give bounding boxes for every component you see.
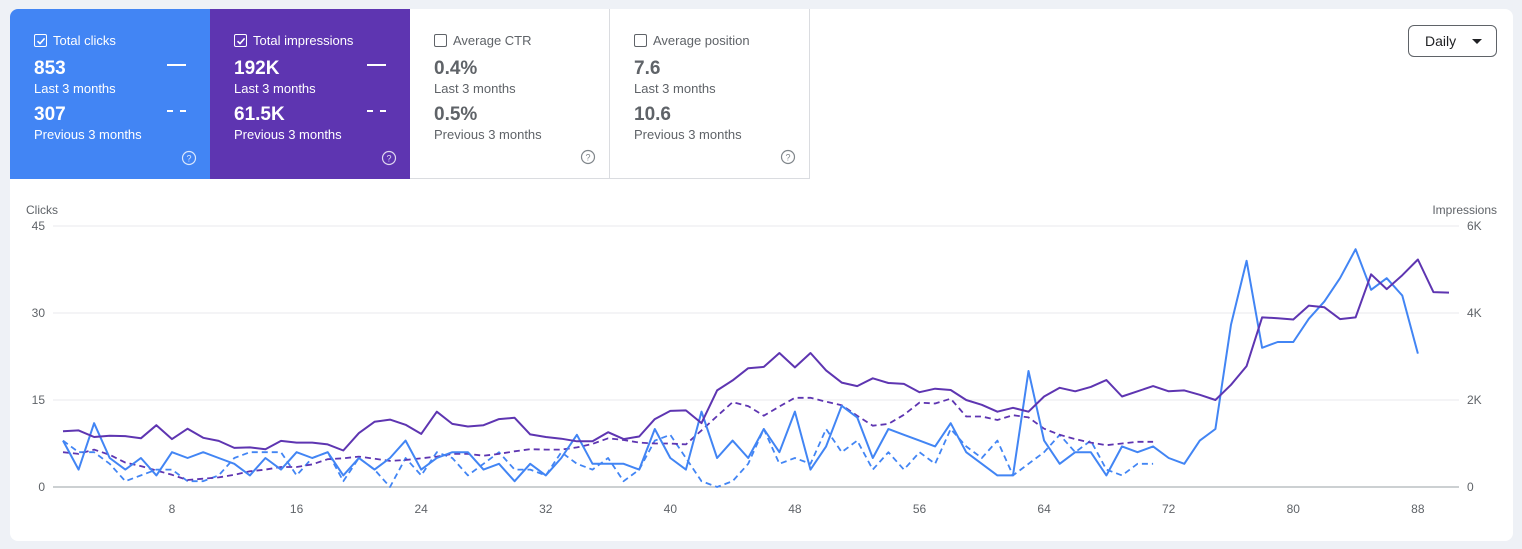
help-circle-icon[interactable]: ? bbox=[381, 150, 397, 166]
total-impressions-tab[interactable]: Total impressions 192K Last 3 months 61.… bbox=[210, 9, 410, 179]
help-circle-icon[interactable]: ? bbox=[780, 149, 796, 165]
help-circle-icon[interactable]: ? bbox=[181, 150, 197, 166]
x-tick-label: 80 bbox=[1287, 502, 1301, 516]
metric-period-previous: Previous 3 months bbox=[234, 127, 342, 142]
metric-value-previous: 10.6 bbox=[634, 104, 671, 125]
metric-label: Total impressions bbox=[253, 33, 354, 48]
metric-label: Average position bbox=[653, 33, 750, 48]
y-tick-label-left: 45 bbox=[32, 219, 46, 233]
metric-period-previous: Previous 3 months bbox=[434, 127, 542, 142]
metric-label: Average CTR bbox=[453, 33, 532, 48]
performance-card: Total clicks 853 Last 3 months 307 Previ… bbox=[10, 9, 1513, 541]
checkmark-icon bbox=[236, 37, 245, 45]
average-ctr-tab[interactable]: Average CTR 0.4% Last 3 months 0.5% Prev… bbox=[410, 9, 610, 179]
metric-period-current: Last 3 months bbox=[34, 81, 116, 96]
y-tick-label-left: 30 bbox=[32, 306, 46, 320]
y-tick-label-right: 6K bbox=[1467, 219, 1482, 233]
caret-down-icon bbox=[1472, 39, 1482, 44]
average-position-tab[interactable]: Average position 7.6 Last 3 months 10.6 … bbox=[610, 9, 810, 179]
metric-period-previous: Previous 3 months bbox=[634, 127, 742, 142]
metric-value-previous: 307 bbox=[34, 104, 66, 125]
svg-text:?: ? bbox=[785, 153, 790, 163]
x-tick-label: 32 bbox=[539, 502, 553, 516]
x-tick-label: 72 bbox=[1162, 502, 1176, 516]
metric-period-current: Last 3 months bbox=[434, 81, 516, 96]
metric-period-current: Last 3 months bbox=[634, 81, 716, 96]
y-tick-label-left: 0 bbox=[38, 480, 45, 494]
x-tick-label: 40 bbox=[664, 502, 678, 516]
metric-value-previous: 0.5% bbox=[434, 104, 478, 125]
x-tick-label: 64 bbox=[1037, 502, 1051, 516]
x-tick-label: 48 bbox=[788, 502, 802, 516]
svg-text:?: ? bbox=[186, 154, 191, 164]
checkbox-unchecked-icon[interactable] bbox=[434, 34, 447, 47]
checkbox-unchecked-icon[interactable] bbox=[634, 34, 647, 47]
y-tick-label-left: 15 bbox=[32, 393, 46, 407]
checkmark-icon bbox=[36, 37, 45, 45]
y-tick-label-right: 2K bbox=[1467, 393, 1482, 407]
help-circle-icon[interactable]: ? bbox=[580, 149, 596, 165]
svg-text:?: ? bbox=[585, 153, 590, 163]
series-line-total-clicks bbox=[62, 248, 1419, 483]
y-tick-label-right: 4K bbox=[1467, 306, 1482, 320]
metric-value-current: 0.4% bbox=[434, 58, 478, 79]
y-axis-title-left: Clicks bbox=[26, 203, 58, 217]
metric-value-previous: 61.5K bbox=[234, 104, 285, 125]
period-select[interactable]: Daily bbox=[1408, 25, 1497, 57]
x-tick-label: 8 bbox=[169, 502, 176, 516]
metric-tabs: Total clicks 853 Last 3 months 307 Previ… bbox=[10, 9, 810, 179]
solid-line-legend-icon bbox=[167, 64, 186, 66]
series-line-impressions-previous-period bbox=[62, 396, 1154, 481]
x-tick-label: 16 bbox=[290, 502, 304, 516]
series-line-clicks-previous-period bbox=[62, 428, 1154, 488]
checkbox-checked-icon[interactable] bbox=[34, 34, 47, 47]
y-tick-label-right: 0 bbox=[1467, 480, 1474, 494]
period-select-value: Daily bbox=[1425, 33, 1457, 49]
dashed-line-legend-icon bbox=[367, 110, 386, 112]
metric-label: Total clicks bbox=[53, 33, 116, 48]
performance-chart: 0 0 15 2K 30 4K 45 6K Clicks Impressions 8 16 24 32 40… bbox=[26, 203, 1497, 516]
x-tick-label: 56 bbox=[913, 502, 927, 516]
total-clicks-tab[interactable]: Total clicks 853 Last 3 months 307 Previ… bbox=[10, 9, 210, 179]
x-tick-label: 24 bbox=[415, 502, 429, 516]
metric-value-current: 7.6 bbox=[634, 58, 661, 79]
solid-line-legend-icon bbox=[367, 64, 386, 66]
x-tick-label: 88 bbox=[1411, 502, 1425, 516]
metric-value-current: 853 bbox=[34, 58, 66, 79]
checkbox-checked-icon[interactable] bbox=[234, 34, 247, 47]
svg-text:?: ? bbox=[386, 154, 391, 164]
metric-value-current: 192K bbox=[234, 58, 280, 79]
y-axis-title-right: Impressions bbox=[1432, 203, 1497, 217]
dashed-line-legend-icon bbox=[167, 110, 186, 112]
metric-period-current: Last 3 months bbox=[234, 81, 316, 96]
series-line-total-impressions bbox=[62, 258, 1450, 452]
metric-period-previous: Previous 3 months bbox=[34, 127, 142, 142]
